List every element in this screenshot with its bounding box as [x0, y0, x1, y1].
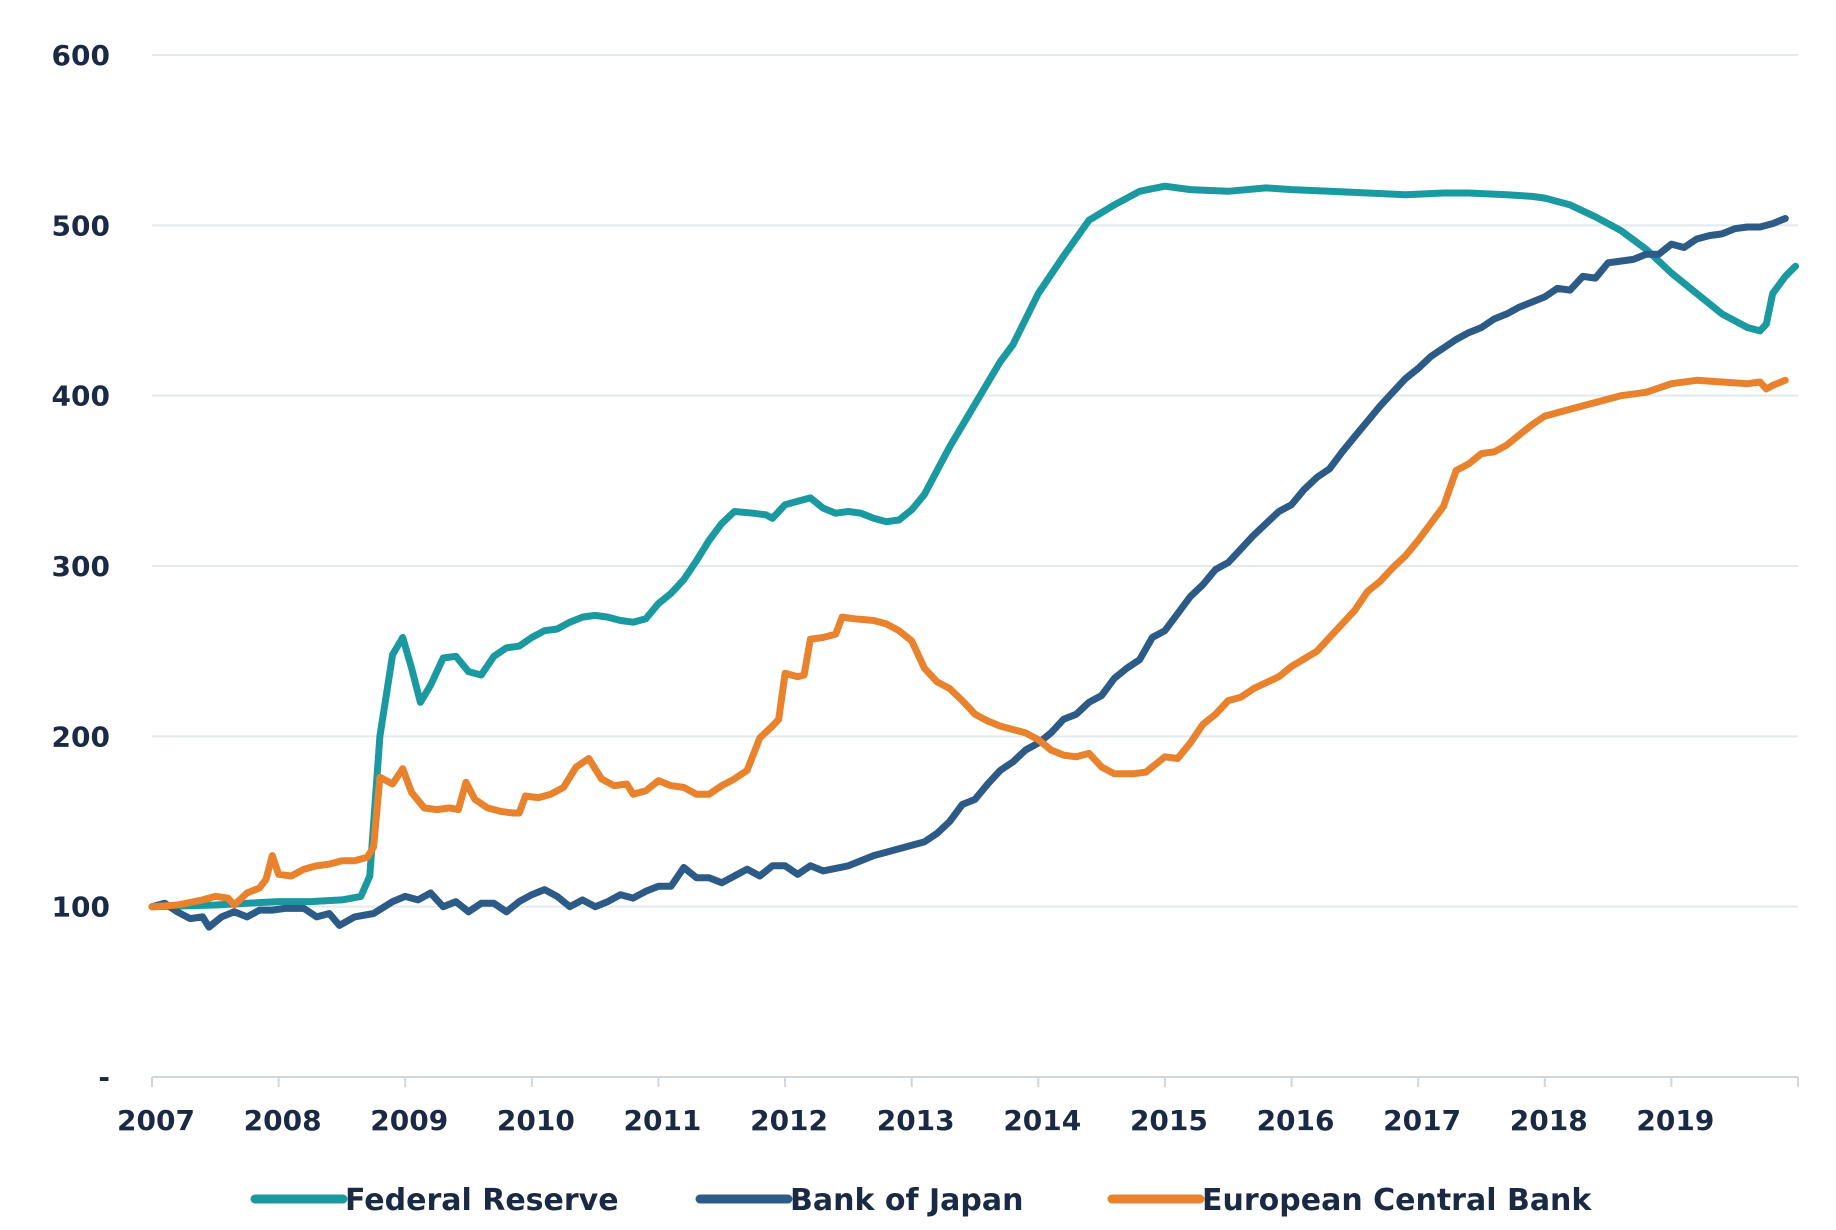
y-tick-label: 500 — [52, 209, 110, 242]
x-tick-label: 2016 — [1257, 1104, 1335, 1137]
y-tick-label: 400 — [52, 380, 110, 413]
y-tick-label: 600 — [52, 39, 110, 72]
x-tick-label: 2009 — [370, 1104, 448, 1137]
x-tick-label: 2015 — [1130, 1104, 1208, 1137]
x-tick-label: 2008 — [244, 1104, 322, 1137]
series-lines — [148, 182, 1799, 931]
x-tick-label: 2017 — [1383, 1104, 1461, 1137]
x-tick-label: 2010 — [497, 1104, 575, 1137]
x-tick-label: 2012 — [750, 1104, 828, 1137]
x-tick-label: 2007 — [117, 1104, 195, 1137]
legend: Federal Reserve Bank of Japan European Cen… — [250, 1183, 1592, 1218]
x-tick-label: 2011 — [623, 1104, 701, 1137]
series-line-1 — [148, 215, 1789, 931]
x-tick-label: 2018 — [1510, 1104, 1588, 1137]
series-line-2 — [148, 376, 1789, 911]
legend-label-0: Federal Reserve — [345, 1183, 619, 1218]
y-tick-label: - — [98, 1061, 110, 1094]
y-axis-labels: - 100 200 300 400 500 600 — [52, 39, 110, 1094]
y-tick-label: 300 — [52, 550, 110, 583]
y-tick-label: 200 — [52, 720, 110, 753]
y-tick-label: 100 — [52, 891, 110, 924]
x-axis-labels: 2007 2008 2009 2010 2011 2012 2013 2014 2015 2016… — [117, 1104, 1714, 1137]
x-tick-label: 2013 — [877, 1104, 955, 1137]
x-tick-label: 2019 — [1636, 1104, 1714, 1137]
legend-label-1: Bank of Japan — [790, 1183, 1023, 1218]
x-tick-label: 2014 — [1003, 1104, 1081, 1137]
gridlines — [152, 54, 1798, 908]
legend-label-2: European Central Bank — [1202, 1183, 1592, 1218]
x-axis-ticks — [151, 1077, 1799, 1087]
series-line-0 — [148, 182, 1799, 911]
